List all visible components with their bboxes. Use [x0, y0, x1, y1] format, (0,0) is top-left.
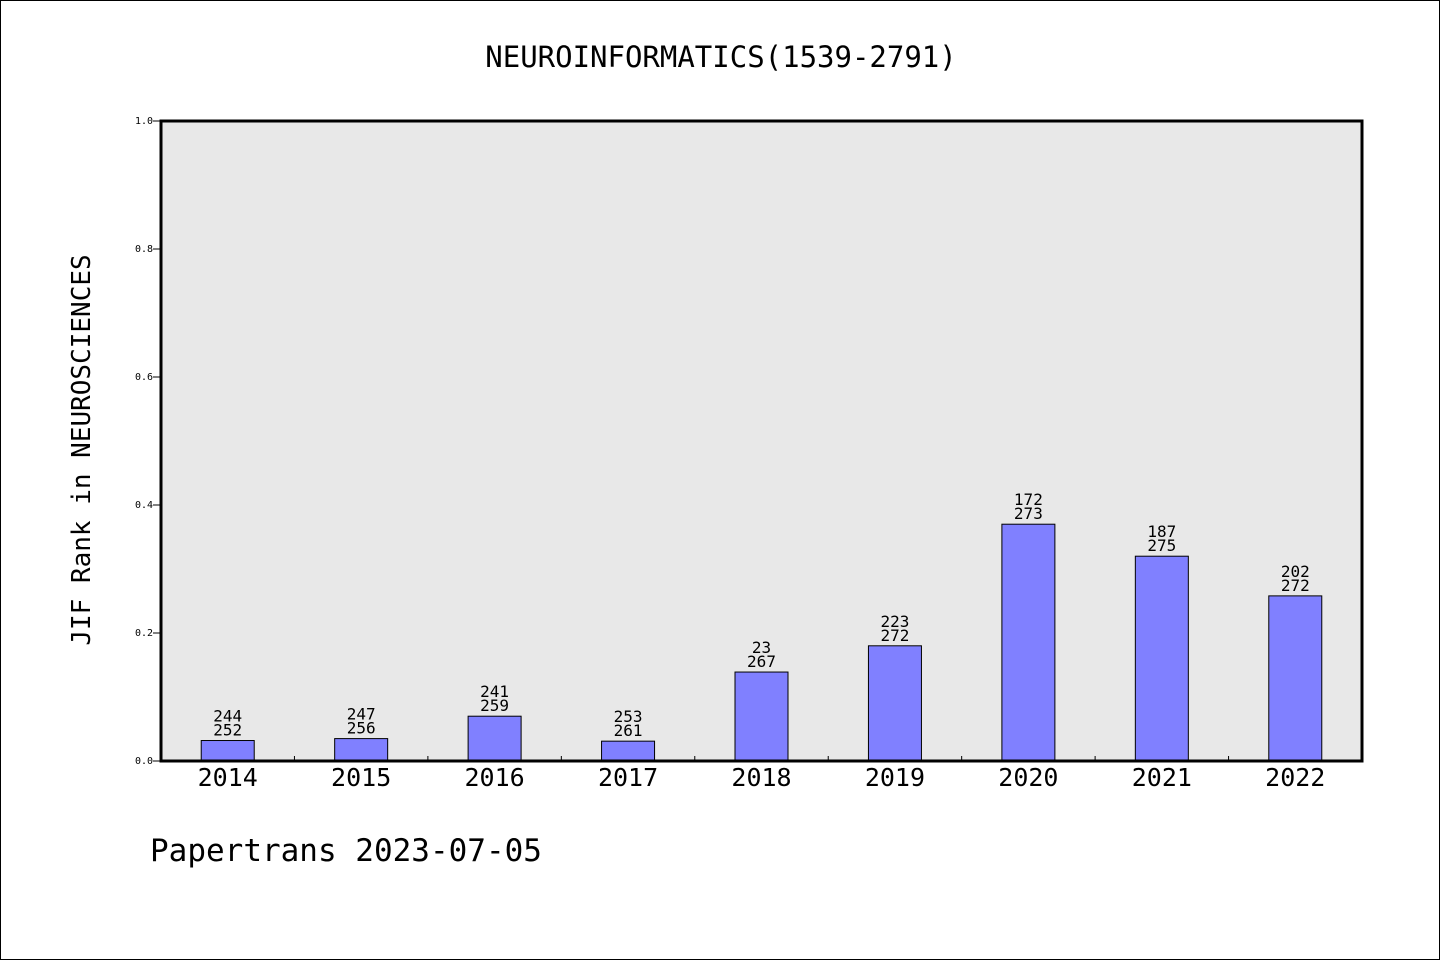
y-tick-label: 0.8 — [135, 244, 153, 255]
bars-layer: 2442522472562412592532612326722327217227… — [200, 490, 1323, 762]
bar-rank-label: 23 — [752, 638, 771, 657]
x-tick-label: 2022 — [1265, 763, 1325, 792]
bar-rank-label: 223 — [880, 612, 909, 631]
plot-frame — [159, 119, 1364, 763]
x-tick-label: 2015 — [331, 763, 391, 792]
bar — [334, 738, 389, 762]
bar-total-label: 267 — [747, 652, 776, 671]
bar — [601, 740, 656, 762]
bar-total-label: 259 — [480, 696, 509, 715]
bar-total-label: 272 — [1281, 576, 1310, 595]
x-tick-label: 2019 — [865, 763, 925, 792]
bar — [1001, 523, 1056, 762]
y-tick-label: 1.0 — [135, 116, 153, 127]
y-axis-label: JIF Rank in NEUROSCIENCES — [67, 254, 97, 645]
bar-rank-label: 247 — [347, 705, 376, 724]
bar — [734, 671, 789, 762]
x-tick-label: 2021 — [1132, 763, 1192, 792]
x-tick-label: 2018 — [731, 763, 791, 792]
bar-total-label: 273 — [1014, 504, 1043, 523]
y-tick-label: 0.4 — [135, 500, 153, 511]
x-tick-label: 2016 — [465, 763, 525, 792]
bar — [1268, 595, 1323, 762]
x-tick-label: 2014 — [198, 763, 258, 792]
bar-rank-label: 172 — [1014, 490, 1043, 509]
bar-total-label: 272 — [880, 626, 909, 645]
bar — [867, 645, 922, 762]
x-tick-label: 2020 — [998, 763, 1058, 792]
x-tick-label: 2017 — [598, 763, 658, 792]
bar — [200, 740, 255, 762]
ticks-layer: 0.0 0.2 0.4 0.6 0.8 1.0 2014 2015 2016 2017 2018 20… — [135, 116, 1325, 792]
bar-rank-label: 187 — [1147, 522, 1176, 541]
bar-rank-label: 202 — [1281, 562, 1310, 581]
y-tick-label: 0.2 — [135, 628, 153, 639]
chart-title: NEUROINFORMATICS(1539-2791) — [485, 40, 956, 74]
bar-total-label: 261 — [614, 721, 643, 740]
y-tick-label: 0.0 — [135, 756, 153, 767]
footer-credit: Papertrans 2023-07-05 — [150, 833, 542, 869]
y-tick-label: 0.6 — [135, 372, 153, 383]
bar-rank-label: 241 — [480, 682, 509, 701]
bar-rank-label: 244 — [213, 707, 242, 726]
bar-total-label: 256 — [347, 719, 376, 738]
bar-total-label: 275 — [1147, 536, 1176, 555]
bar-total-label: 252 — [213, 721, 242, 740]
bar — [1134, 555, 1189, 762]
bar — [467, 715, 522, 762]
bar-rank-label: 253 — [614, 707, 643, 726]
